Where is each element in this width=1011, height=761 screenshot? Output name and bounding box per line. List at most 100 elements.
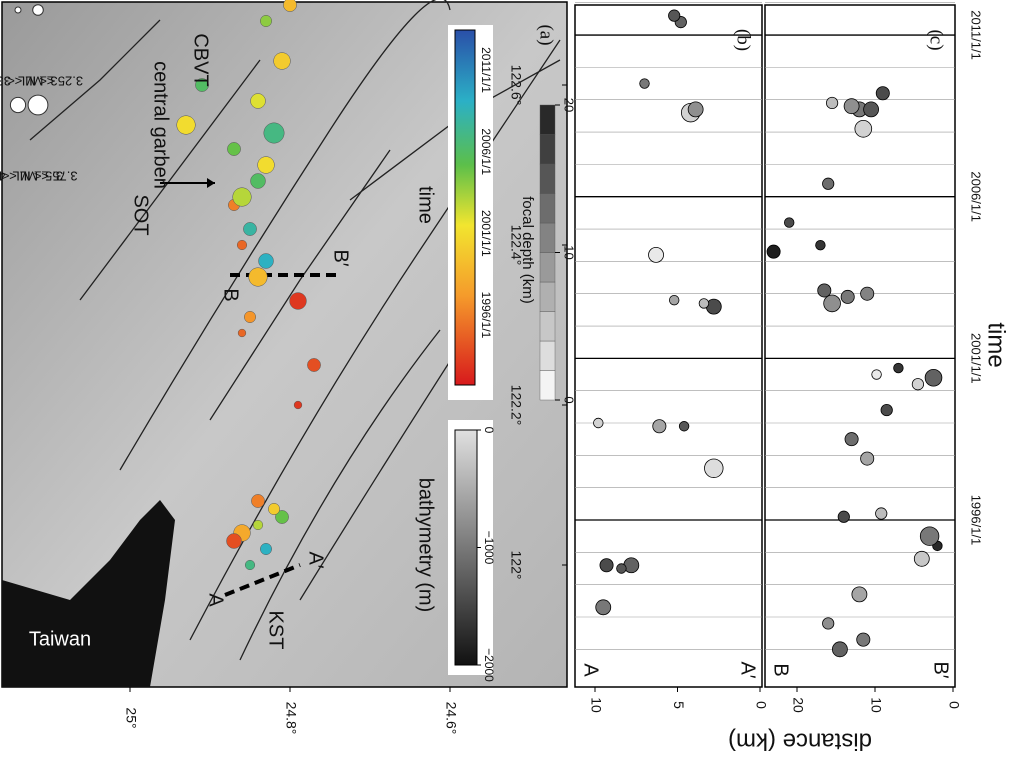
depth-bin (539, 252, 556, 283)
profile-end: A′ (305, 551, 327, 568)
earthquake (293, 400, 303, 410)
earthquake (652, 419, 667, 434)
profile-a (224, 563, 301, 597)
earthquake (639, 78, 650, 89)
earthquake (822, 617, 835, 630)
profile-end: B′ (930, 661, 952, 678)
depth-bin (539, 163, 556, 194)
earthquake (871, 369, 882, 380)
place-label: SOT (130, 194, 152, 235)
earthquake (263, 122, 285, 144)
profile-end: B′ (330, 249, 352, 266)
earthquake (817, 283, 832, 298)
distance-tick-label: 5 (671, 701, 687, 709)
bathy-tick-label: 0 (482, 427, 496, 434)
legend-label: 3.25 ≤ ML < 3.5 (0, 74, 83, 89)
earthquake (854, 120, 873, 138)
axis-title: distance (km) (728, 728, 872, 755)
depth-bin (539, 104, 556, 135)
profile-end: A (205, 593, 227, 607)
time-tick-label: 2001/1/1 (969, 333, 984, 384)
time-colorbar (454, 29, 476, 386)
panel-label: (b) (733, 29, 754, 51)
time-colorbar-tick: 2001/1/1 (479, 210, 493, 257)
bathy-colorbar (454, 429, 478, 666)
latitude-label: 24.8° (283, 702, 299, 735)
longitude-label: 122.6° (508, 65, 524, 106)
earthquake (815, 239, 826, 251)
depth-colorbar-title: focal depth (km) (519, 196, 536, 304)
time-tick-label: 2006/1/1 (969, 171, 984, 222)
time-colorbar-title: time (415, 186, 437, 224)
earthquake (227, 142, 241, 156)
earthquake (766, 244, 781, 259)
profile-end: A (580, 663, 602, 677)
earthquake (593, 417, 604, 429)
earthquake (843, 98, 860, 115)
depth-colorbar (539, 104, 560, 401)
arrow-head (207, 178, 215, 188)
earthquake (307, 358, 321, 372)
place-label: KST (265, 611, 287, 650)
earthquake (226, 533, 242, 549)
time-colorbar-tick: 2011/1/1 (479, 47, 493, 93)
earthquake (243, 222, 257, 236)
earthquake (244, 311, 256, 323)
depth-tick-label: 10 (562, 245, 577, 259)
depth-bin (539, 370, 556, 401)
earthquake (875, 86, 890, 101)
earthquake (260, 15, 272, 27)
earthquake (704, 458, 724, 478)
depth-tick-label: 0 (562, 396, 577, 403)
longitude-label: 122.4° (508, 225, 524, 266)
earthquake (924, 368, 943, 387)
earthquake (260, 543, 272, 555)
earthquake (832, 641, 848, 658)
earthquake (893, 362, 904, 374)
earthquake (176, 115, 196, 135)
earthquake (698, 298, 710, 309)
panel-label: (c) (926, 29, 947, 50)
earthquake (616, 563, 627, 574)
legend-symbol (9, 96, 27, 114)
legend-label: 3 ≤ ML < 3.25 (0, 74, 58, 89)
earthquake (825, 96, 839, 110)
time-colorbar-tick: 1996/1/1 (479, 292, 493, 339)
legend-symbol (14, 6, 22, 14)
earthquake (251, 494, 265, 508)
bathy-tick-label: −1000 (482, 531, 496, 565)
time-colorbar-tick: 2006/1/1 (479, 128, 493, 175)
distance-tick-label: 10 (868, 697, 884, 713)
earthquake (840, 289, 855, 304)
place-label: central garben (150, 61, 172, 189)
earthquake (289, 292, 307, 310)
time-tick-label: 2011/1/1 (969, 10, 984, 60)
depth-tick-label: 20 (562, 98, 577, 112)
distance-tick-label: 0 (946, 701, 962, 709)
earthquake (275, 510, 289, 524)
earthquake (252, 519, 264, 531)
legend-symbol (27, 94, 49, 116)
profile-end: B (770, 663, 792, 676)
profile-end: B (220, 288, 242, 301)
taiwan-land (2, 500, 175, 687)
earthquake (880, 403, 893, 417)
legend-symbol (32, 4, 44, 16)
earthquake (822, 177, 835, 190)
earthquake (860, 286, 875, 301)
earthquake (273, 52, 291, 70)
earthquake (669, 294, 680, 306)
earthquake (863, 101, 879, 118)
earthquake (844, 432, 859, 447)
distance-tick-label: 10 (588, 697, 604, 713)
time-tick-label: 1996/1/1 (969, 495, 984, 546)
depth-bin (539, 134, 556, 165)
earthquake (250, 173, 266, 189)
earthquake (875, 507, 888, 520)
earthquake (668, 9, 681, 22)
axis-title: time (983, 322, 1010, 367)
earthquake (595, 599, 612, 616)
earthquake (237, 328, 247, 338)
bathy-colorbar-title: bathymetry (m) (415, 478, 437, 612)
longitude-label: 122° (508, 551, 524, 580)
